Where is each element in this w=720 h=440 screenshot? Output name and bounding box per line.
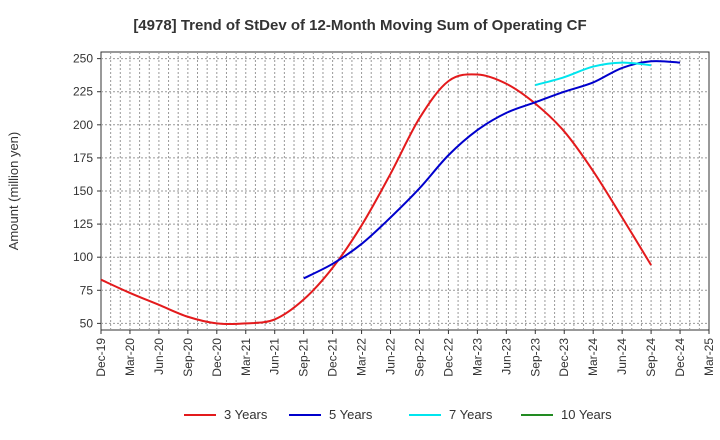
series-lines [100, 60, 681, 326]
x-tick-label: Dec-22 [441, 338, 455, 377]
y-tick-label: 250 [73, 52, 93, 66]
y-tick-label: 75 [80, 283, 94, 297]
series-line-5-years [303, 60, 681, 280]
series-line-3-years [100, 73, 652, 326]
legend-label-3-years: 3 Years [224, 407, 268, 422]
x-tick-label: Mar-21 [239, 338, 253, 376]
y-tick-label: 150 [73, 184, 93, 198]
legend-label-10-years: 10 Years [561, 407, 612, 422]
x-tick-label: Jun-20 [152, 338, 166, 375]
grid [101, 52, 709, 330]
x-tick-label: Mar-23 [470, 338, 484, 376]
x-tick-label: Sep-21 [297, 338, 311, 377]
x-tick-label: Sep-23 [528, 338, 542, 377]
x-tick-label: Mar-20 [123, 338, 137, 376]
y-tick-label: 100 [73, 250, 93, 264]
y-tick-label: 200 [73, 118, 93, 132]
x-ticks: Dec-19 Mar-20 Jun-20 Sep-20 Dec-20 Mar-21 Jun-… [94, 330, 716, 377]
x-tick-label: Jun-21 [268, 338, 282, 375]
series-line-7-years [535, 61, 652, 87]
legend-label-5-years: 5 Years [329, 407, 373, 422]
legend: 3 Years 5 Years 7 Years 10 Years [184, 407, 612, 422]
y-ticks: 50 75 100 125 150 175 200 225 250 [73, 52, 101, 330]
x-tick-label: Dec-24 [673, 338, 687, 377]
x-tick-label: Sep-20 [181, 338, 195, 377]
chart-title: [4978] Trend of StDev of 12-Month Moving… [133, 17, 586, 34]
x-tick-label: Dec-20 [210, 338, 224, 377]
x-tick-label: Mar-22 [355, 338, 369, 376]
y-tick-label: 225 [73, 85, 93, 99]
x-tick-label: Dec-21 [326, 338, 340, 377]
y-axis-label: Amount (million yen) [6, 132, 21, 251]
x-tick-label: Dec-23 [557, 338, 571, 377]
x-tick-label: Dec-19 [94, 338, 108, 377]
legend-label-7-years: 7 Years [449, 407, 493, 422]
x-tick-label: Mar-25 [702, 338, 716, 376]
y-tick-label: 175 [73, 151, 93, 165]
x-tick-label: Mar-24 [586, 338, 600, 376]
x-tick-label: Sep-24 [644, 338, 658, 377]
y-tick-label: 50 [80, 316, 94, 330]
x-tick-label: Jun-24 [615, 338, 629, 375]
x-tick-label: Jun-22 [384, 338, 398, 375]
x-tick-label: Sep-22 [412, 338, 426, 377]
x-tick-label: Jun-23 [499, 338, 513, 375]
y-tick-label: 125 [73, 217, 93, 231]
